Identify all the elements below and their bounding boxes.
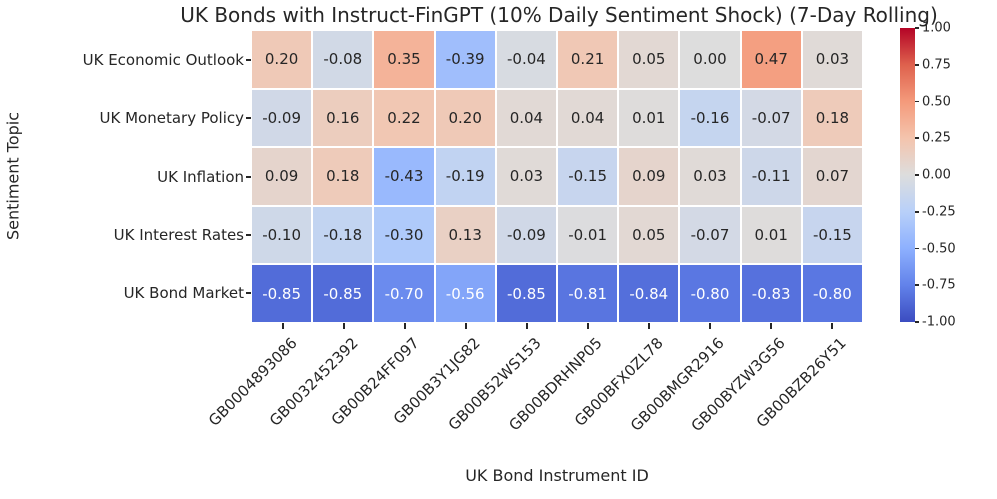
heatmap-cell: -0.80	[802, 265, 862, 322]
heatmap-cell: -0.15	[558, 148, 618, 205]
colorbar-tick-label: -0.50	[922, 241, 956, 256]
heatmap-cell: -0.83	[741, 265, 801, 322]
x-axis-title: UK Bond Instrument ID	[465, 466, 649, 485]
colorbar-tick-mark	[915, 137, 919, 140]
heatmap-cell: -0.18	[313, 206, 373, 264]
heatmap-cell: -0.81	[558, 265, 618, 322]
y-tick-mark	[246, 233, 251, 236]
heatmap-grid: 0.20 -0.08 0.35 -0.39 -0.04 0.21 0.05 0.00 0.47 0…	[252, 31, 862, 322]
colorbar-tick-mark	[915, 63, 919, 66]
heatmap-cell: 0.00	[680, 31, 740, 88]
heatmap-cell: 0.20	[252, 31, 312, 88]
y-tick-label: UK Monetary Policy	[99, 109, 244, 128]
x-tick-mark	[281, 323, 284, 329]
heatmap-cell: -0.39	[435, 31, 495, 88]
colorbar-tick-mark	[915, 174, 919, 176]
heatmap-cell: 0.18	[313, 148, 373, 205]
colorbar-tick-label: -1.00	[922, 314, 956, 330]
colorbar-tick-mark	[915, 27, 919, 29]
colorbar-tick-label: 0.50	[922, 94, 951, 109]
heatmap-cell: 0.13	[435, 206, 495, 264]
heatmap-cell: 0.04	[558, 89, 618, 147]
y-tick-label: UK Economic Outlook	[82, 51, 244, 70]
heatmap-cell: -0.09	[252, 89, 312, 147]
heatmap-cell: -0.10	[252, 206, 312, 264]
y-tick-mark	[246, 291, 251, 294]
x-tick-mark	[342, 323, 345, 329]
heatmap-cell: -0.85	[252, 265, 312, 322]
heatmap-cell: -0.80	[680, 265, 740, 322]
heatmap-cell: 0.05	[619, 206, 679, 264]
heatmap-cell: 0.01	[741, 206, 801, 264]
heatmap-cell: 0.20	[435, 89, 495, 147]
y-tick-mark	[246, 59, 251, 62]
x-tick-mark	[708, 323, 711, 329]
colorbar-tick-label: 0.00	[922, 167, 951, 183]
heatmap-cell: 0.35	[374, 31, 434, 88]
colorbar-tick-label: 1.00	[922, 20, 951, 36]
heatmap-cell: -0.07	[680, 206, 740, 264]
x-tick-mark	[647, 323, 650, 329]
colorbar-tick-label: -0.25	[922, 204, 956, 220]
colorbar-tick-label: 0.25	[922, 130, 951, 146]
heatmap-cell: 0.03	[802, 31, 862, 88]
heatmap-cell: -0.11	[741, 148, 801, 205]
heatmap-cell: 0.22	[374, 89, 434, 147]
y-tick-label: UK Inflation	[157, 167, 244, 186]
colorbar-gradient	[900, 28, 915, 322]
colorbar-tick-mark	[915, 247, 919, 250]
y-tick-label: UK Bond Market	[123, 283, 244, 302]
colorbar-tick-mark	[915, 100, 919, 103]
heatmap-cell: 0.21	[558, 31, 618, 88]
heatmap-cell: -0.30	[374, 206, 434, 264]
heatmap-cell: 0.09	[252, 148, 312, 205]
colorbar-tick-label: -0.75	[922, 277, 956, 293]
heatmap-cell: -0.85	[313, 265, 373, 322]
heatmap-cell: 0.07	[802, 148, 862, 205]
heatmap-cell: -0.43	[374, 148, 434, 205]
heatmap-cell: -0.04	[496, 31, 556, 88]
chart-title: UK Bonds with Instruct-FinGPT (10% Daily…	[180, 3, 938, 27]
heatmap-cell: -0.01	[558, 206, 618, 264]
y-tick-mark	[246, 117, 251, 120]
heatmap-cell: 0.03	[680, 148, 740, 205]
heatmap-cell: 0.04	[496, 89, 556, 147]
y-tick-mark	[246, 175, 251, 178]
y-tick-label: UK Interest Rates	[113, 225, 244, 244]
heatmap-cell: -0.19	[435, 148, 495, 205]
heatmap-cell: 0.18	[802, 89, 862, 147]
heatmap-cell: -0.84	[619, 265, 679, 322]
colorbar-tick-mark	[915, 284, 919, 287]
colorbar-tick-mark	[915, 321, 919, 323]
heatmap-cell: -0.85	[496, 265, 556, 322]
heatmap-cell: 0.16	[313, 89, 373, 147]
heatmap-cell: 0.47	[741, 31, 801, 88]
heatmap-cell: 0.09	[619, 148, 679, 205]
heatmap-cell: -0.15	[802, 206, 862, 264]
x-tick-mark	[464, 323, 467, 329]
x-tick-mark	[769, 323, 772, 329]
heatmap-cell: -0.09	[496, 206, 556, 264]
heatmap-cell: 0.01	[619, 89, 679, 147]
heatmap-cell: -0.07	[741, 89, 801, 147]
x-tick-mark	[403, 323, 406, 329]
x-tick-mark	[586, 323, 589, 329]
colorbar-tick-mark	[915, 210, 919, 213]
heatmap-cell: 0.03	[496, 148, 556, 205]
x-tick-mark	[830, 323, 833, 329]
heatmap-cell: 0.05	[619, 31, 679, 88]
heatmap-cell: -0.70	[374, 265, 434, 322]
heatmap-cell: -0.16	[680, 89, 740, 147]
heatmap-cell: -0.56	[435, 265, 495, 322]
colorbar-tick-label: 0.75	[922, 57, 951, 73]
x-tick-mark	[525, 323, 528, 329]
heatmap-cell: -0.08	[313, 31, 373, 88]
